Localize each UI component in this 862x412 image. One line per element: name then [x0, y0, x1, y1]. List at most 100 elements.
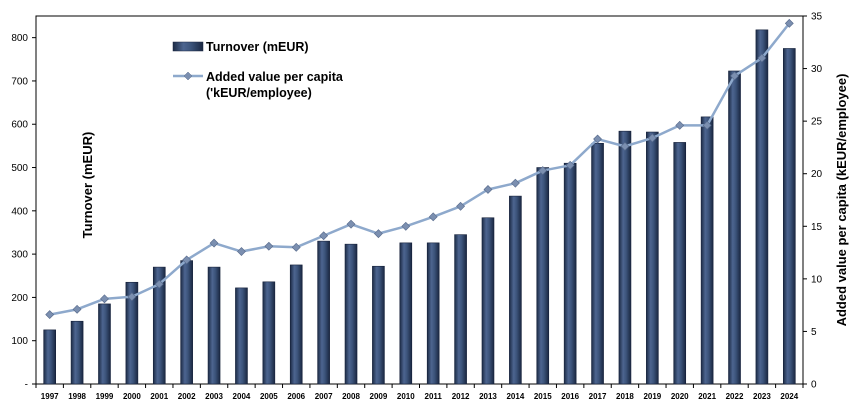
left-axis-title: Turnover (mEUR)	[80, 132, 95, 239]
right-axis-ticks: 0 5 10 15 20 25 30 35	[803, 12, 823, 391]
x-tick-label: 2008	[342, 392, 360, 401]
x-tick-label: 2010	[397, 392, 415, 401]
left-tick-label: 800	[11, 33, 28, 44]
bar-2016	[563, 162, 577, 385]
left-tick-label: 700	[11, 76, 28, 87]
bar-2001	[152, 266, 166, 385]
x-tick-label: 2014	[506, 392, 524, 401]
line-point-2001	[154, 279, 164, 289]
line-point-2015	[538, 166, 548, 175]
line-layer	[45, 18, 794, 320]
x-tick-label: 2017	[589, 392, 607, 401]
line-point-2024	[784, 18, 794, 28]
x-tick-label: 2001	[150, 392, 168, 401]
bar-2009	[372, 265, 385, 385]
bars-layer	[43, 29, 796, 385]
bar-2024	[782, 48, 796, 385]
line-point-2020	[675, 120, 685, 130]
right-tick-label: 15	[811, 222, 823, 233]
line-point-2009	[373, 229, 383, 239]
right-tick-label: 20	[811, 169, 823, 180]
line-point-2005	[264, 241, 274, 251]
bar-2000	[125, 281, 139, 385]
bar-2018	[618, 130, 632, 385]
bar-2004	[235, 287, 248, 385]
x-tick-label: 2003	[205, 392, 223, 401]
bar-2015	[536, 167, 550, 385]
left-tick-label: 200	[11, 293, 28, 304]
line-point-2013	[483, 185, 493, 194]
bar-2023	[755, 29, 769, 385]
bar-2005	[262, 281, 276, 385]
x-tick-label: 2009	[370, 392, 388, 401]
bar-2006	[289, 264, 303, 385]
line-point-2021	[702, 120, 712, 130]
line-point-1998	[72, 304, 82, 314]
left-tick-label: 100	[11, 336, 28, 347]
line-point-2023	[757, 53, 767, 63]
added-value-line	[49, 22, 791, 316]
bar-2021	[700, 116, 714, 385]
x-tick-label: 2004	[233, 392, 251, 401]
bar-2002	[180, 260, 193, 385]
line-point-2000	[127, 292, 137, 302]
bar-2008	[344, 243, 358, 385]
bar-2010	[399, 242, 413, 385]
legend-line-label-1: Added value per capita	[206, 70, 344, 84]
legend: Turnover (mEUR) Added value per capita (…	[172, 40, 344, 100]
legend-line-marker	[183, 71, 193, 81]
right-tick-label: 0	[811, 380, 817, 391]
bar-2012	[454, 234, 467, 385]
bar-1997	[43, 329, 57, 385]
bar-2011	[426, 242, 440, 385]
left-tick-label: 500	[11, 163, 28, 174]
bar-1999	[98, 303, 111, 385]
line-point-2012	[456, 201, 466, 211]
legend-bar-swatch	[172, 41, 204, 52]
x-tick-label: 2018	[616, 392, 634, 401]
x-axis-ticks: 1997 1998 1999 2000 2001 2002 2003 2004 2005 2006…	[35, 384, 804, 401]
left-tick-label: 600	[11, 120, 28, 131]
right-tick-label: 5	[811, 327, 817, 338]
line-point-1997	[45, 310, 55, 320]
line-point-2002	[182, 255, 192, 265]
bar-2007	[317, 240, 330, 385]
x-tick-label: 2000	[123, 392, 141, 401]
right-axis-title: Added value per capita (kEUR/employee)	[834, 74, 849, 327]
line-point-2017	[593, 134, 602, 144]
x-tick-label: 2024	[780, 392, 798, 401]
x-tick-label: 2012	[452, 392, 470, 401]
x-tick-label: 2007	[315, 392, 333, 401]
x-tick-label: 2019	[643, 392, 661, 401]
bar-2022	[728, 70, 741, 385]
line-point-2010	[401, 221, 411, 231]
line-point-2006	[291, 242, 301, 252]
x-tick-label: 2005	[260, 392, 278, 401]
x-tick-label: 2016	[561, 392, 579, 401]
x-tick-label: 2023	[753, 392, 771, 401]
line-point-2008	[346, 219, 356, 229]
legend-bar-label: Turnover (mEUR)	[206, 40, 309, 54]
left-axis-ticks: - 100 200 300 400 500 600 700 800	[11, 33, 36, 391]
x-tick-label: 1998	[68, 392, 86, 401]
bar-2020	[673, 142, 687, 385]
bar-2019	[646, 131, 659, 385]
x-tick-label: 1999	[96, 392, 114, 401]
bar-2003	[207, 266, 221, 385]
bar-2014	[509, 195, 522, 385]
right-tick-label: 25	[811, 117, 823, 128]
x-tick-label: 2020	[671, 392, 689, 401]
bar-2017	[591, 142, 604, 385]
right-tick-label: 30	[811, 64, 823, 75]
x-tick-label: 2002	[178, 392, 196, 401]
line-point-1999	[100, 294, 109, 304]
x-tick-label: 2021	[698, 392, 716, 401]
left-tick-label: 300	[11, 250, 28, 261]
x-tick-label: 1997	[41, 392, 59, 401]
bar-1998	[70, 320, 84, 385]
line-point-2019	[647, 133, 657, 143]
x-tick-label: 2022	[726, 392, 744, 401]
line-point-2018	[620, 141, 630, 151]
line-point-2016	[565, 160, 575, 170]
